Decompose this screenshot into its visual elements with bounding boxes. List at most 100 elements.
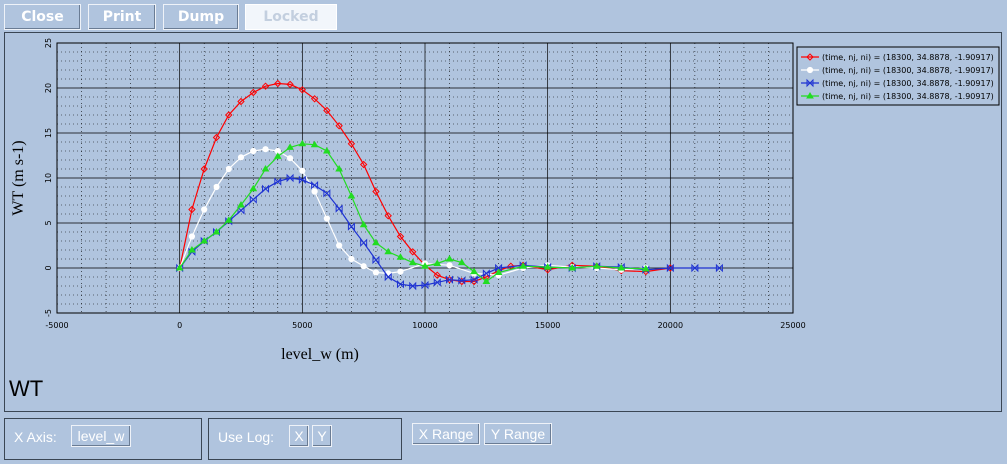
- data-point: [372, 187, 380, 196]
- data-point: [347, 222, 355, 231]
- data-point: [384, 212, 392, 220]
- data-point: [311, 180, 319, 190]
- data-point: [237, 97, 245, 106]
- data-point: [212, 228, 221, 235]
- legend-label: (time, nj, ni) = (18300, 34.8878, -1.909…: [822, 66, 994, 75]
- data-point: [421, 262, 429, 269]
- data-point: [446, 275, 454, 284]
- data-point: [347, 140, 356, 148]
- log-y-toggle[interactable]: Y: [312, 425, 332, 447]
- data-point: [421, 280, 429, 290]
- data-point: [408, 258, 417, 266]
- x-axis-label: X Axis:: [14, 429, 57, 445]
- data-point: [261, 165, 270, 172]
- data-point: [666, 264, 675, 272]
- data-point: [806, 92, 814, 99]
- legend-label: (time, nj, ni) = (18300, 34.8878, -1.909…: [822, 79, 994, 88]
- data-point: [323, 106, 331, 115]
- data-point: [224, 216, 233, 223]
- data-point: [237, 154, 245, 161]
- print-button[interactable]: Print: [88, 4, 156, 30]
- data-point: [691, 263, 699, 273]
- data-point: [806, 66, 814, 74]
- data-point: [641, 264, 650, 272]
- y-tick-label: 0: [44, 265, 53, 270]
- dump-button[interactable]: Dump: [163, 4, 239, 30]
- data-point: [188, 233, 196, 240]
- data-point: [249, 184, 258, 192]
- x-tick-label: 20000: [658, 321, 683, 330]
- data-point: [273, 152, 282, 159]
- data-point: [384, 247, 393, 255]
- data-point: [262, 184, 270, 194]
- data-point: [360, 263, 367, 270]
- data-point: [188, 246, 196, 253]
- data-point: [806, 53, 814, 61]
- data-point: [347, 192, 356, 199]
- data-point: [482, 277, 491, 284]
- x-range-button[interactable]: X Range: [412, 423, 480, 445]
- data-point: [274, 177, 282, 186]
- data-point: [323, 189, 331, 198]
- data-point: [359, 160, 368, 169]
- data-point: [457, 258, 466, 266]
- data-point: [372, 269, 380, 276]
- use-log-panel: Use Log: X Y: [208, 418, 402, 460]
- data-point: [372, 255, 380, 265]
- data-point: [666, 263, 674, 273]
- data-point: [310, 95, 319, 103]
- data-point: [250, 147, 257, 155]
- data-point: [446, 262, 453, 269]
- data-point: [286, 155, 294, 162]
- data-point: [286, 173, 294, 183]
- data-point: [470, 277, 478, 286]
- data-point: [237, 201, 245, 208]
- data-point: [458, 276, 466, 285]
- x-axis-panel: X Axis: level_w: [4, 418, 202, 460]
- locked-button[interactable]: Locked: [245, 4, 337, 30]
- log-x-toggle[interactable]: X: [289, 425, 309, 447]
- data-point: [212, 133, 221, 142]
- data-point: [384, 272, 392, 282]
- data-point: [396, 232, 405, 241]
- y-axis-title: WT (m s-1): [10, 140, 27, 215]
- y-tick-label: 5: [44, 220, 53, 225]
- data-point: [201, 206, 208, 213]
- legend-label: (time, nj, ni) = (18300, 34.8878, -1.909…: [822, 92, 994, 101]
- y-tick-label: 10: [44, 173, 53, 183]
- y-tick-label: 15: [44, 128, 53, 138]
- data-point: [298, 139, 307, 147]
- data-point: [445, 275, 454, 284]
- close-button[interactable]: Close: [4, 4, 81, 30]
- data-point: [188, 205, 196, 214]
- data-point: [433, 271, 441, 279]
- y-tick-label: -5: [44, 309, 53, 317]
- data-point: [335, 165, 344, 172]
- x-axis-select[interactable]: level_w: [71, 425, 131, 447]
- data-point: [519, 262, 528, 269]
- data-point: [494, 268, 503, 275]
- x-tick-label: 10000: [412, 321, 437, 330]
- data-point: [409, 281, 417, 291]
- data-point: [335, 122, 343, 130]
- data-point: [310, 140, 319, 148]
- data-point: [335, 204, 343, 213]
- data-point: [175, 264, 184, 271]
- data-point: [323, 215, 330, 222]
- legend-box: [796, 46, 1000, 106]
- data-point: [396, 279, 404, 289]
- x-tick-label: 15000: [535, 321, 560, 330]
- data-point: [397, 268, 404, 275]
- data-point: [806, 78, 814, 88]
- y-range-button[interactable]: Y Range: [484, 423, 552, 445]
- data-point: [322, 147, 331, 154]
- x-tick-label: 5000: [292, 321, 312, 330]
- data-point: [359, 220, 368, 228]
- use-log-label: Use Log:: [218, 429, 275, 445]
- data-point: [470, 267, 478, 275]
- data-point: [298, 86, 307, 94]
- data-point: [592, 262, 601, 269]
- wt-line-chart: -5000 0 5000 10000 15000 20000 25000 -5 0 5 10 15 20…: [10, 38, 1000, 363]
- x-tick-label: 0: [177, 321, 182, 330]
- data-point: [495, 263, 503, 273]
